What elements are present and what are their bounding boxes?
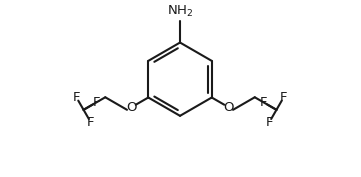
- Text: F: F: [265, 116, 273, 129]
- Text: O: O: [126, 101, 137, 114]
- Text: F: F: [280, 91, 287, 104]
- Text: F: F: [260, 96, 268, 109]
- Text: O: O: [223, 101, 234, 114]
- Text: F: F: [87, 116, 95, 129]
- Text: NH$_2$: NH$_2$: [167, 4, 193, 19]
- Text: F: F: [92, 96, 100, 109]
- Text: F: F: [73, 91, 80, 104]
